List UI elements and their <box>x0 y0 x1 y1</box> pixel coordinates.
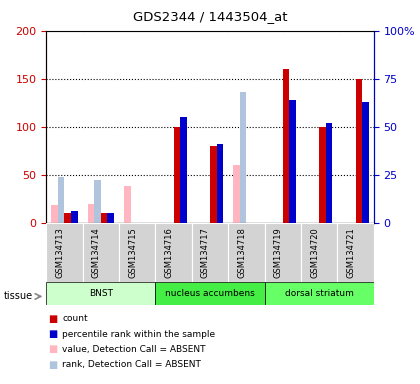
Bar <box>51 205 58 223</box>
Bar <box>362 102 369 223</box>
Text: GSM134721: GSM134721 <box>346 227 356 278</box>
Bar <box>155 282 265 305</box>
Text: GDS2344 / 1443504_at: GDS2344 / 1443504_at <box>133 10 287 23</box>
Text: nucleus accumbens: nucleus accumbens <box>165 289 255 298</box>
Bar <box>265 282 374 305</box>
Bar <box>337 223 374 282</box>
Bar <box>101 213 108 223</box>
Bar <box>46 223 83 282</box>
Text: GSM134717: GSM134717 <box>201 227 210 278</box>
Bar <box>356 79 362 223</box>
Text: GSM134714: GSM134714 <box>92 227 101 278</box>
Text: ■: ■ <box>48 344 58 354</box>
Text: percentile rank within the sample: percentile rank within the sample <box>62 329 215 339</box>
Bar <box>173 127 180 223</box>
Bar <box>319 127 326 223</box>
Bar <box>192 223 228 282</box>
Text: dorsal striatum: dorsal striatum <box>285 289 354 298</box>
Bar <box>108 213 114 223</box>
Bar <box>240 92 247 223</box>
Bar <box>233 165 240 223</box>
Bar <box>155 223 192 282</box>
Bar <box>64 213 71 223</box>
Text: GSM134715: GSM134715 <box>128 227 137 278</box>
Text: rank, Detection Call = ABSENT: rank, Detection Call = ABSENT <box>62 360 201 369</box>
Bar <box>210 146 217 223</box>
Text: ■: ■ <box>48 314 58 324</box>
Text: ■: ■ <box>48 329 58 339</box>
Bar <box>119 223 155 282</box>
Text: tissue: tissue <box>4 291 33 301</box>
Bar <box>228 223 265 282</box>
Bar <box>289 100 296 223</box>
Text: GSM134713: GSM134713 <box>55 227 64 278</box>
Text: GSM134718: GSM134718 <box>237 227 247 278</box>
Text: value, Detection Call = ABSENT: value, Detection Call = ABSENT <box>62 345 206 354</box>
Bar <box>265 223 301 282</box>
Text: GSM134719: GSM134719 <box>274 227 283 278</box>
Bar <box>283 69 289 223</box>
Bar <box>88 204 94 223</box>
Bar <box>83 223 119 282</box>
Bar <box>180 117 187 223</box>
Text: GSM134716: GSM134716 <box>165 227 173 278</box>
Text: BNST: BNST <box>89 289 113 298</box>
Bar <box>124 186 131 223</box>
Bar <box>217 144 223 223</box>
Text: GSM134720: GSM134720 <box>310 227 319 278</box>
Bar <box>301 223 337 282</box>
Text: count: count <box>62 314 88 323</box>
Bar <box>46 282 155 305</box>
Text: ■: ■ <box>48 360 58 370</box>
Bar <box>71 211 78 223</box>
Bar <box>58 177 64 223</box>
Bar <box>94 180 101 223</box>
Bar <box>326 123 332 223</box>
